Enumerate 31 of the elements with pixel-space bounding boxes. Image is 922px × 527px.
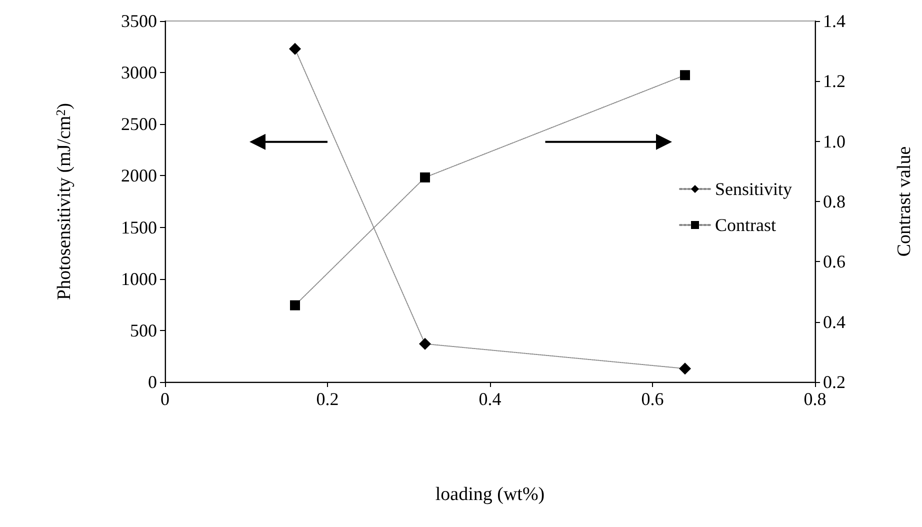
legend-label: Contrast (714, 215, 776, 235)
x-tick-label: 0.6 (641, 389, 664, 409)
x-tick-label: 0.2 (316, 389, 339, 409)
y-tick-label: 500 (130, 320, 157, 340)
y2-tick-label: 0.8 (823, 192, 846, 212)
point (419, 338, 431, 350)
y-tick-label: 3500 (121, 11, 157, 31)
x-tick-label: 0 (160, 389, 170, 409)
point (680, 70, 690, 80)
x-tick-label: 0.4 (478, 389, 502, 409)
point (679, 362, 691, 375)
y2-axis-title: Contrast value (894, 146, 915, 257)
x-axis-title: loading (wt%) (435, 484, 545, 505)
y-tick-label: 2000 (121, 166, 157, 186)
point (420, 172, 430, 182)
y-tick-label: 0 (148, 372, 157, 392)
y2-tick-label: 1.4 (823, 11, 846, 31)
y2-tick-label: 1.0 (823, 131, 846, 152)
y-tick-label: 1500 (121, 217, 157, 238)
point (290, 300, 300, 310)
y2-tick-label: 0.2 (823, 372, 846, 392)
legend-label: Sensitivity (714, 179, 792, 199)
y-tick-label: 2500 (121, 114, 157, 134)
y2-tick-label: 1.2 (823, 71, 846, 92)
x-tick-label: 0.8 (804, 389, 826, 409)
y2-tick-label: 0.4 (823, 312, 846, 332)
y-axis-title: Photosensitivity (mJ/cm2) (53, 102, 75, 300)
y-tick-label: 3000 (121, 62, 157, 83)
y2-tick-label: 0.6 (823, 252, 846, 272)
point (289, 42, 301, 55)
y-tick-label: 1000 (121, 268, 157, 289)
